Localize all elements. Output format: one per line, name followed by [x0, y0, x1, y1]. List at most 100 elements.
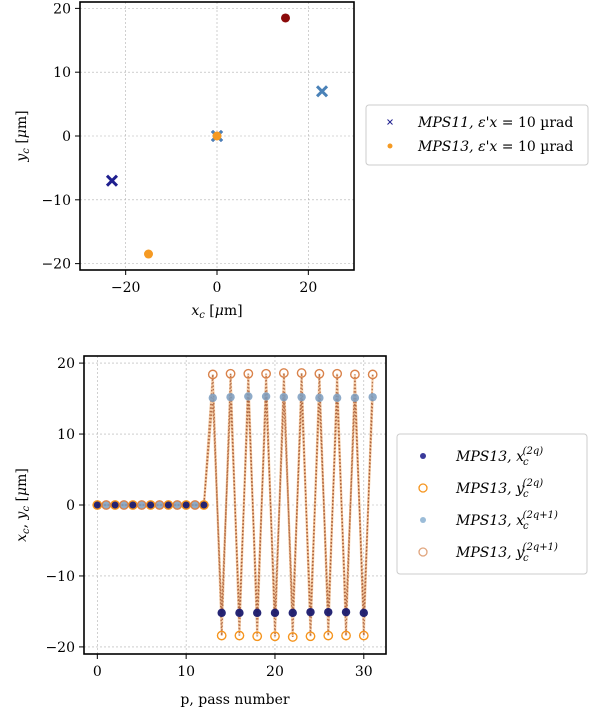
bottom-point-filled	[297, 392, 306, 402]
bottom-x-tick-label: 30	[355, 664, 373, 680]
top-ticks: −20 0 20 −20 −10 0 10 20	[41, 1, 317, 296]
bottom-point-filled	[244, 392, 253, 401]
bottom-y-tick-label: −20	[45, 640, 75, 656]
top-y-axis-label: yc [μm]	[14, 110, 32, 162]
bottom-y-tick-label: 10	[57, 427, 75, 443]
bottom-point-filled	[173, 500, 182, 510]
top-x-tick-label: −20	[111, 280, 141, 296]
bottom-point-filled	[270, 608, 280, 618]
bottom-y-tick-label: 20	[57, 356, 75, 372]
bottom-point-filled	[235, 608, 244, 618]
top-y-tick-label: 10	[53, 65, 71, 81]
bottom-point-filled	[217, 608, 226, 618]
top-point-x-marker	[105, 174, 119, 187]
bottom-point-filled	[253, 608, 262, 618]
bottom-point-filled	[93, 500, 102, 510]
top-legend: MPS11, ε'x = 10 µrad MPS13, ε'x = 10 µrad	[365, 104, 589, 166]
bottom-point-hollow	[252, 631, 263, 642]
top-point-dot	[212, 131, 222, 141]
bottom-x-tick-label: 0	[93, 664, 102, 680]
bottom-point-filled	[128, 500, 138, 510]
bottom-point-filled	[341, 607, 351, 617]
bottom-point-filled	[279, 392, 289, 402]
bottom-point-hollow	[234, 630, 245, 641]
bottom-point-filled	[102, 500, 111, 510]
top-legend-label: MPS13, ε'x = 10 µrad	[417, 139, 573, 155]
bottom-point-hollow	[332, 368, 343, 379]
bottom-point-filled	[199, 500, 209, 510]
bottom-legend-dot	[420, 517, 426, 523]
top-legend-label: MPS11, ε'x = 10 µrad	[417, 115, 573, 131]
bottom-point-hollow	[305, 631, 316, 642]
bottom-point-hollow	[216, 630, 227, 641]
bottom-point-filled	[226, 392, 235, 402]
bottom-y-axis-label: xc, yc [μm]	[14, 468, 32, 542]
top-legend-dot	[387, 143, 393, 149]
bottom-point-filled	[155, 500, 164, 510]
bottom-y-tick-label: 0	[66, 498, 75, 514]
bottom-point-hollow	[172, 500, 183, 510]
line-chart-bottom: 0 10 20 30 −20 −10 0 10 20 p, pass number xc, yc…	[14, 355, 588, 708]
bottom-point-filled	[306, 607, 315, 617]
top-legend-x-marker	[387, 119, 393, 125]
bottom-point-hollow	[136, 500, 147, 510]
bottom-legend-box	[396, 433, 588, 575]
bottom-legend: MPS13, xc(2q) MPS13, yc(2q) MPS13, xc(2q+1…	[396, 433, 588, 575]
bottom-point-filled	[146, 500, 155, 510]
top-x-tick-label: 20	[299, 280, 317, 296]
bottom-point-hollow	[243, 368, 254, 379]
bottom-point-hollow	[101, 500, 112, 510]
bottom-point-hollow	[323, 630, 334, 641]
bottom-x-tick-label: 20	[266, 664, 284, 680]
top-point-dot	[281, 13, 290, 23]
bottom-point-hollow	[207, 369, 218, 380]
bottom-point-filled	[350, 393, 360, 403]
bottom-point-filled	[368, 392, 377, 402]
top-point-x-marker-stroke-b	[105, 174, 119, 187]
bottom-point-hollow	[190, 500, 200, 510]
bottom-legend-label: MPS13, yc(2q+1)	[455, 542, 558, 564]
top-y-tick-label: −10	[41, 193, 71, 209]
bottom-point-hollow	[225, 368, 236, 379]
bottom-point-filled	[164, 500, 173, 510]
bottom-point-hollow	[154, 500, 165, 510]
bottom-x-axis-label: p, pass number	[180, 692, 290, 708]
bottom-legend-ring	[418, 547, 428, 557]
bottom-point-filled	[315, 393, 324, 403]
top-x-axis-label: xc [μm]	[191, 303, 242, 321]
bottom-y-tick-label: −10	[45, 569, 75, 585]
bottom-point-filled	[137, 500, 146, 510]
top-point-x-marker-stroke-b	[315, 85, 329, 98]
top-x-tick-label: 0	[213, 280, 222, 296]
bottom-legend-ring	[418, 483, 428, 493]
bottom-point-hollow	[287, 632, 298, 642]
bottom-point-filled	[208, 393, 217, 403]
bottom-point-hollow	[341, 630, 351, 641]
bottom-point-filled	[190, 500, 200, 510]
top-y-tick-label: −20	[41, 257, 71, 273]
bottom-point-filled	[181, 500, 191, 510]
bottom-point-filled	[332, 393, 342, 403]
bottom-point-hollow	[350, 369, 360, 380]
top-legend-box	[365, 104, 589, 166]
bottom-legend-dot	[420, 453, 426, 459]
bottom-point-hollow	[296, 368, 307, 378]
bottom-point-filled	[288, 608, 297, 618]
bottom-ticks: 0 10 20 30 −20 −10 0 10 20	[45, 356, 372, 680]
bottom-point-filled	[119, 500, 129, 510]
top-y-tick-label: 20	[53, 1, 71, 17]
bottom-point-filled	[110, 500, 120, 510]
bottom-point-filled	[359, 608, 368, 618]
bottom-point-filled	[261, 392, 271, 401]
bottom-point-hollow	[261, 368, 271, 379]
bottom-legend-label: MPS13, xc(2q)	[455, 446, 543, 468]
top-point-dot	[144, 249, 153, 259]
bottom-point-hollow	[367, 369, 378, 380]
bottom-point-hollow	[278, 368, 289, 378]
scatter-chart-top: −20 0 20 −20 −10 0 10 20 xc [μm] yc [μm] MPS11,…	[14, 1, 589, 321]
top-legend-x-marker-stroke-b	[387, 119, 393, 125]
bottom-point-filled	[324, 607, 333, 617]
top-data-points	[105, 13, 329, 259]
bottom-point-hollow	[358, 630, 369, 641]
